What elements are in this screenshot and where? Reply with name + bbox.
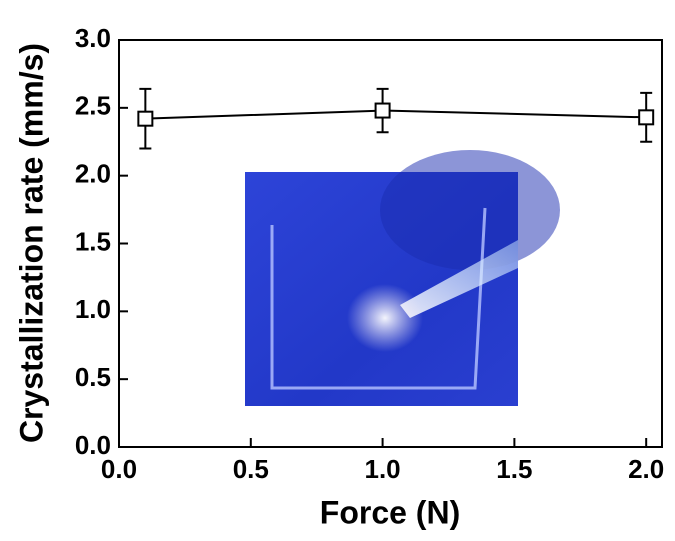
y-tick-label: 1.5 <box>75 226 111 256</box>
data-point <box>374 102 391 119</box>
x-tick-label: 2.0 <box>628 454 664 484</box>
y-tick-label: 2.5 <box>75 91 111 121</box>
y-tick-label: 1.0 <box>75 294 111 324</box>
y-tick-label: 0.0 <box>75 430 111 460</box>
y-tick-label: 2.0 <box>75 159 111 189</box>
data-point <box>137 110 154 127</box>
data-line <box>145 109 647 120</box>
data-point <box>638 109 655 126</box>
y-tick-label: 3.0 <box>75 23 111 53</box>
x-axis-title: Force (N) <box>320 494 460 530</box>
x-tick-label: 1.5 <box>496 454 532 484</box>
x-tick-label: 1.0 <box>365 454 401 484</box>
x-tick-label: 0.0 <box>101 454 137 484</box>
y-tick-label: 0.5 <box>75 362 111 392</box>
y-axis-title: Crystallization rate (mm/s) <box>13 43 49 443</box>
x-tick-label: 0.5 <box>233 454 269 484</box>
inset-photo <box>245 150 560 406</box>
